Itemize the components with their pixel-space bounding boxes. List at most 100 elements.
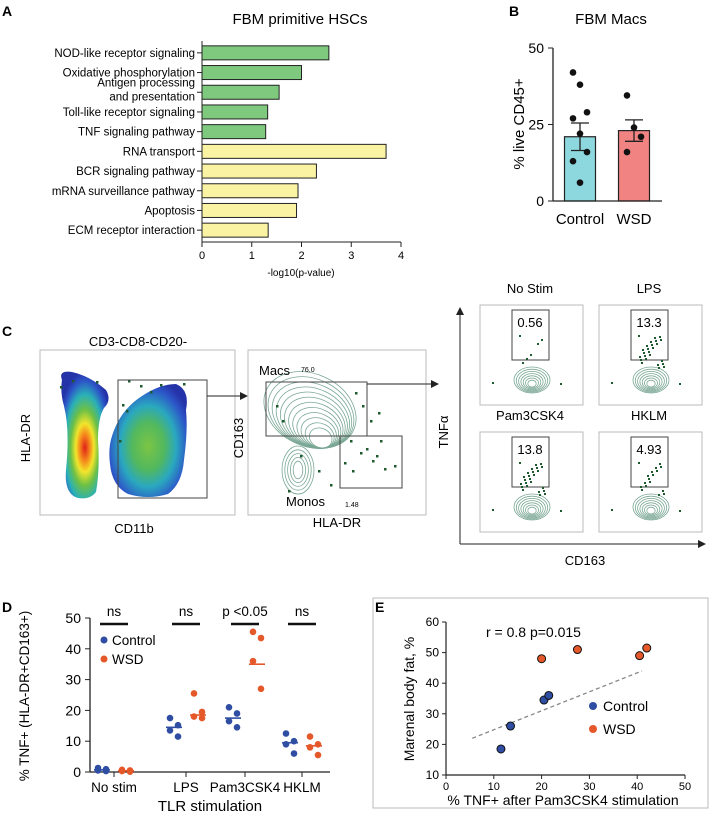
y-tick-label: 30 (65, 672, 81, 688)
control-point (282, 730, 290, 737)
control-point (102, 767, 110, 775)
event-dot (330, 484, 333, 487)
y-tick-label: 0 (73, 764, 81, 780)
legend-label-control: Control (112, 633, 156, 648)
contour-line (637, 371, 665, 392)
y-tick-label: 25 (528, 117, 544, 133)
y-axis-label: % TNF+ (HLA-DR+CD163+) (17, 611, 32, 781)
contour-line (641, 375, 661, 390)
y-tick-label: 40 (65, 641, 81, 657)
event-dot (655, 340, 657, 342)
legend-label-control: Control (603, 698, 648, 714)
pathway-label: mRNA surveillance pathway (52, 186, 195, 198)
contour-line (522, 375, 542, 390)
contour-line (639, 373, 663, 391)
event-dot (128, 380, 131, 383)
x-tick-label: 0 (199, 250, 205, 262)
event-dot (611, 382, 613, 384)
contour-line (280, 391, 348, 449)
tnf-percent: 13.8 (517, 442, 542, 457)
event-dot (60, 386, 63, 389)
contour-line (304, 422, 335, 449)
event-dot (183, 383, 186, 386)
legend-label-wsd: WSD (112, 652, 144, 667)
wsd-point (314, 751, 322, 759)
correlation-annotation: r = 0.8 p=0.015 (486, 624, 581, 640)
significance-label: p <0.05 (222, 604, 267, 619)
category-label: LPS (173, 780, 199, 795)
event-dot (638, 462, 640, 464)
event-dot (376, 455, 379, 458)
contour-line (296, 412, 339, 449)
x-tick-label: 40 (631, 781, 643, 793)
x-axis-label: TLR stimulation (158, 798, 262, 815)
x-tick-label: 30 (583, 781, 595, 793)
wsd-point (257, 685, 265, 693)
wsd-point (190, 690, 198, 697)
gate2-contours (263, 371, 397, 495)
x-axis-label: % TNF+ after Pam3CSK4 stimulation (447, 792, 678, 808)
event-dot (544, 493, 546, 495)
contour-line (292, 407, 342, 449)
event-dot (663, 493, 665, 495)
y-tick-label: 50 (65, 610, 81, 626)
data-point (569, 115, 577, 122)
event-dot (645, 485, 647, 487)
event-dot (662, 490, 664, 492)
contour-line (284, 449, 312, 491)
event-dot (492, 382, 494, 384)
y-tick-label: 50 (528, 40, 544, 56)
control-point (225, 717, 233, 725)
gate2-x-label: HLA-DR (313, 515, 361, 530)
contour-line (308, 427, 333, 449)
panel-a-title: FBM primitive HSCs (232, 11, 367, 28)
macs-label: Macs (259, 363, 291, 378)
y-tick-label: 20 (65, 702, 81, 718)
event-dot (661, 360, 663, 362)
panel-label-b: B (509, 3, 519, 19)
event-dot (643, 352, 645, 354)
event-dot (658, 494, 660, 496)
contour-line (634, 368, 668, 393)
event-dot (526, 358, 528, 360)
event-dot (530, 354, 532, 356)
y-tick-label: 40 (426, 676, 440, 690)
event-dot (492, 509, 494, 511)
pathway-label: Antigen processing (97, 77, 195, 89)
event-dot (646, 345, 648, 347)
event-dot (560, 510, 562, 512)
contour-line (520, 373, 544, 391)
stim-name: HKLM (631, 408, 667, 423)
contour-line (637, 498, 665, 519)
control-point (506, 721, 516, 731)
event-dot (679, 383, 681, 385)
x-tick-label: 50 (679, 781, 691, 793)
event-dot (523, 476, 525, 478)
contour-line (522, 502, 542, 517)
event-dot (520, 483, 522, 485)
pathway-label: RNA transport (123, 146, 196, 158)
contour-line (644, 377, 658, 389)
event-dot (350, 440, 353, 443)
event-dot (535, 464, 537, 466)
contour-line (644, 504, 658, 516)
contour-line (289, 456, 306, 483)
event-dot (318, 470, 321, 473)
wsd-point (537, 654, 547, 664)
gate1-gate (117, 379, 208, 499)
y-tick-label: 10 (426, 768, 440, 782)
tnf-axis-label: TNFα (436, 415, 451, 448)
tnf-gate (511, 309, 550, 361)
legend-marker-control (589, 702, 597, 710)
wsd-point (635, 651, 645, 661)
event-dot (662, 363, 664, 365)
gate1-density (60, 371, 187, 499)
event-dot (519, 462, 521, 464)
control-point (166, 727, 174, 734)
event-dot (522, 489, 524, 491)
contour-line (513, 493, 551, 521)
event-dot (651, 344, 653, 346)
category-label: No stim (91, 780, 137, 795)
pathway-bar (201, 163, 317, 179)
event-dot (537, 343, 539, 345)
